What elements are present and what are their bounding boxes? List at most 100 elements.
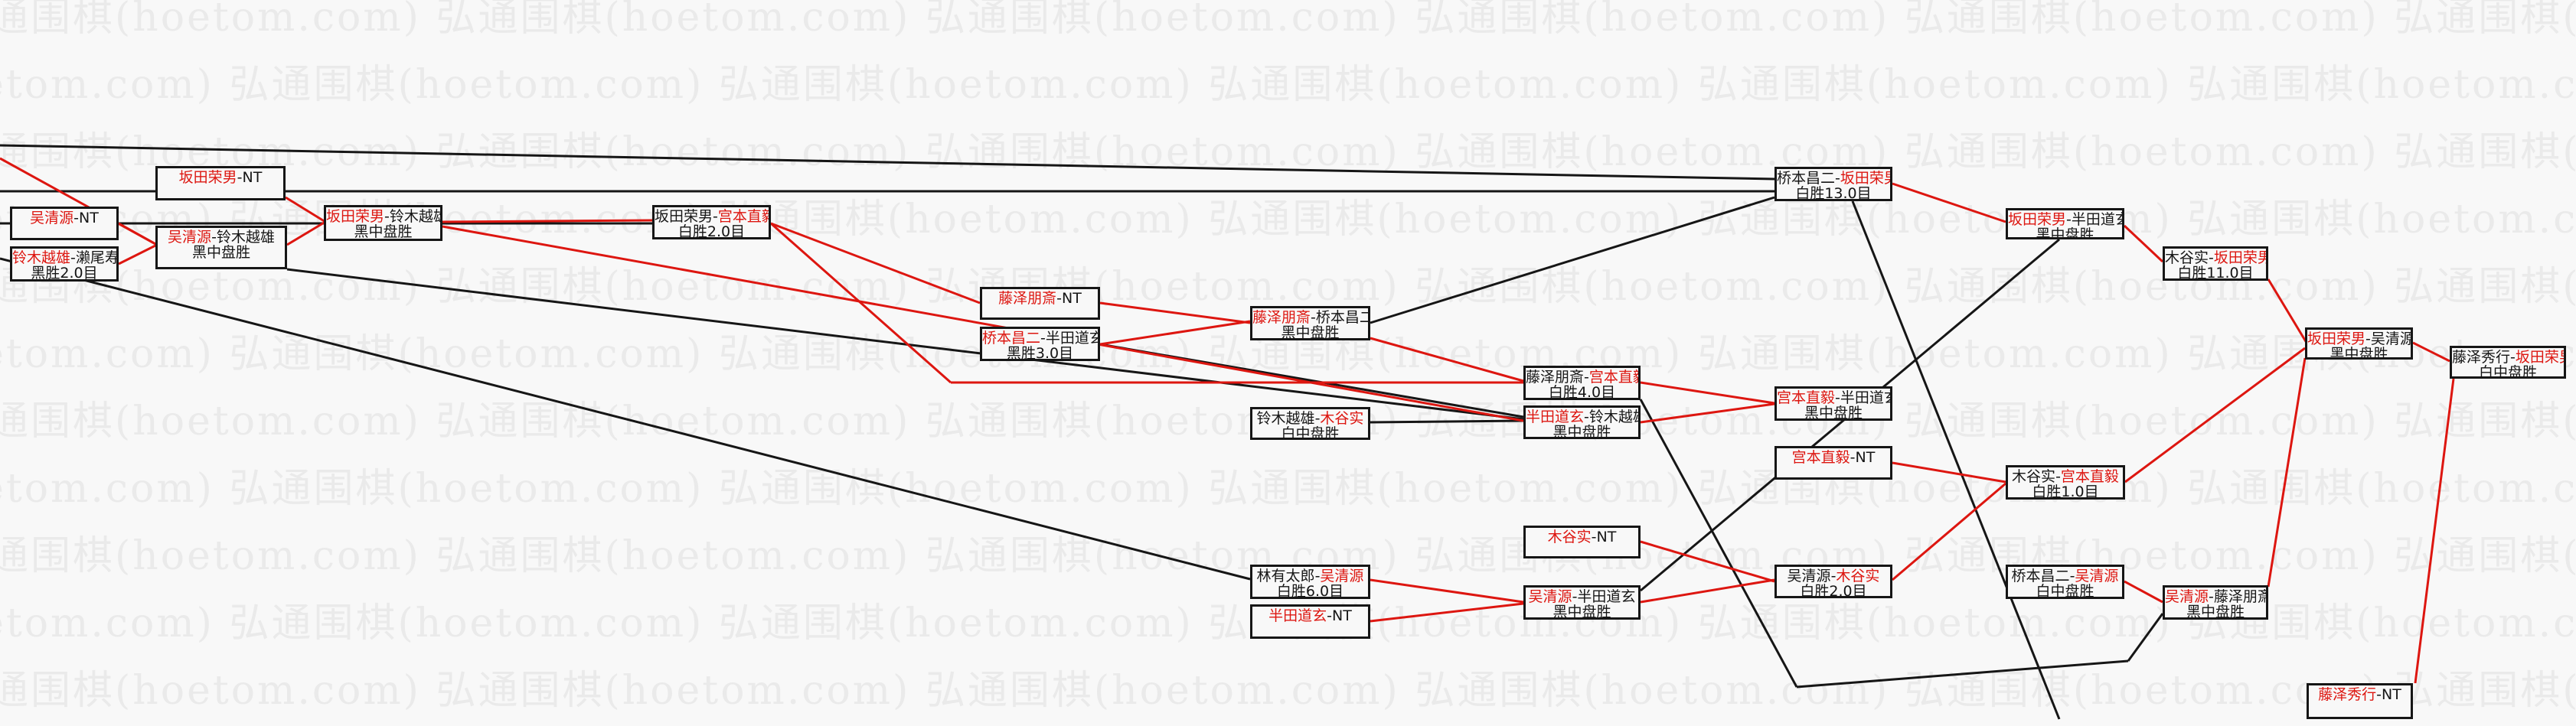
player-name: 藤泽朋斎	[1526, 369, 1585, 386]
match-players: 木谷实-宫本直毅	[2008, 469, 2123, 484]
winner-path-line	[1892, 182, 2006, 223]
match-result: 白胜2.0目	[677, 223, 746, 239]
winner-path-line	[285, 196, 326, 223]
match-players: 藤泽秀行-NT	[2309, 687, 2411, 702]
player-name: 吴清源	[2075, 568, 2119, 584]
match-players: 半田道玄-NT	[1252, 608, 1368, 623]
player-name: 藤泽秀行	[2452, 349, 2511, 366]
watermark-text: 弘通围棋(hoetom.com) 弘通围棋(hoetom.com) 弘通围棋(h…	[0, 466, 2576, 512]
match-result: 黑中盘胜	[1804, 405, 1863, 421]
player-name: 宫本直毅	[1777, 389, 1836, 406]
player-separator: -	[2066, 211, 2072, 228]
player-separator: -	[2209, 588, 2214, 605]
match-players: 坂田荣男-吴清源	[2307, 331, 2411, 347]
winner-path-line	[2414, 378, 2455, 684]
winner-path-line	[1892, 461, 2006, 483]
player-separator: -	[1572, 588, 1578, 605]
player-separator: -	[1314, 410, 1321, 427]
player-name: 木谷实	[1547, 529, 1592, 545]
player-name: 坂田荣男	[1840, 170, 1890, 187]
bracket-line	[1851, 200, 2061, 720]
match-box-hashimoto-sakata: 桥本昌二-坂田荣男白胜13.0目	[1774, 167, 1892, 201]
player-name: 坂田荣男	[655, 208, 713, 225]
winner-path-line	[2267, 278, 2308, 343]
winner-path-line	[1099, 301, 1251, 324]
player-name: 木谷实	[2165, 249, 2209, 266]
player-name: 吴清源	[30, 210, 74, 226]
watermark-text: 弘通围棋(hoetom.com) 弘通围棋(hoetom.com) 弘通围棋(h…	[0, 129, 2576, 175]
player-separator: -	[2069, 568, 2075, 584]
player-name: NT	[1855, 449, 1876, 466]
bracket-line	[286, 268, 1524, 421]
match-players: 藤泽朋斎-宫本直毅	[1526, 370, 1638, 385]
player-separator: -	[2365, 330, 2371, 347]
match-players: 木谷实-坂田荣男	[2165, 250, 2266, 265]
winner-path-line	[442, 225, 1524, 422]
player-name: 木谷实	[1836, 568, 1880, 584]
match-result: 白胜11.0目	[2177, 265, 2254, 281]
match-players: 木谷实-NT	[1526, 529, 1638, 545]
player-separator: -	[1311, 309, 1316, 326]
winner-path-line	[1370, 337, 1524, 383]
match-players: 桥本昌二-坂田荣男	[1777, 171, 1890, 186]
player-name: 坂田荣男	[2307, 330, 2366, 347]
winner-path-line	[770, 222, 952, 384]
match-players: 桥本昌二-吴清源	[2008, 568, 2122, 584]
player-name: 半田道玄	[1526, 409, 1585, 425]
player-name: 林有太郎	[1256, 568, 1315, 584]
match-players: 林有太郎-吴清源	[1252, 568, 1368, 584]
player-name: 藤泽秀行	[2318, 686, 2377, 703]
player-name: 宫本直毅	[1588, 369, 1638, 386]
player-name: 半田道玄	[1577, 588, 1636, 605]
bracket-line	[2127, 613, 2164, 662]
match-box-kitani-sakata: 木谷实-坂田荣男 白胜11.0目	[2163, 246, 2268, 281]
player-name: 半田道玄	[1268, 607, 1327, 624]
player-name: 坂田荣男	[178, 169, 237, 186]
match-box-sakata-suzuki: 坂田荣男-铃木越雄 黑中盘胜	[324, 205, 442, 241]
match-box-wu-fujisawah: 吴清源-藤泽朋斎 黑中盘胜	[2163, 585, 2268, 620]
winner-path-line	[442, 219, 653, 223]
player-separator: -	[1830, 568, 1837, 584]
match-players: 吴清源-半田道玄	[1526, 589, 1638, 604]
player-name: 桥本昌二	[1315, 309, 1370, 326]
match-box-kitani-nt: 木谷实-NT	[1523, 526, 1641, 558]
player-separator: -	[384, 208, 390, 225]
match-result: 黑胜3.0目	[1006, 345, 1074, 361]
match-box-miyamoto-nt: 宫本直毅-NT	[1774, 446, 1892, 480]
match-result: 白中盘胜	[2478, 364, 2537, 379]
player-name: 吴清源	[2370, 330, 2413, 347]
match-box-handa-nt: 半田道玄-NT	[1250, 604, 1370, 639]
winner-path-line	[118, 243, 158, 265]
match-players: 藤泽朋斎-桥本昌二	[1252, 310, 1368, 325]
player-name: 吴清源	[2165, 588, 2209, 605]
match-players: 吴清源-藤泽朋斎	[2165, 589, 2266, 604]
winner-path-line	[1370, 578, 1524, 604]
player-name: 吴清源	[1787, 568, 1831, 584]
match-box-wu-nt: 吴清源-NT	[10, 207, 119, 240]
match-players: 吴清源-铃木越雄	[158, 230, 285, 245]
bracket-line	[0, 257, 1251, 581]
player-name: 铃木越雄	[216, 229, 275, 246]
player-separator: -	[1591, 529, 1597, 545]
match-box-hayashi-wu: 林有太郎-吴清源 白胜6.0目	[1250, 565, 1370, 599]
match-players: 吴清源-木谷实	[1777, 568, 1890, 584]
winner-path-line	[1892, 482, 2006, 581]
match-players: 铃木越雄-濑尾寿	[12, 250, 116, 265]
match-box-sakata-nt: 坂田荣男-NT	[155, 166, 286, 200]
player-separator: -	[1850, 449, 1856, 466]
player-name: 宫本直毅	[1791, 449, 1850, 466]
player-name: NT	[1332, 607, 1352, 624]
match-players: 坂田荣男-NT	[158, 170, 283, 185]
match-box-fujisawah-hashimoto: 藤泽朋斎-桥本昌二 黑中盘胜	[1250, 306, 1370, 340]
bracket-line	[1370, 196, 1775, 324]
player-separator: -	[1584, 369, 1589, 386]
player-name: 半田道玄	[1840, 389, 1890, 406]
match-players: 坂田荣男-半田道玄	[2008, 212, 2122, 227]
player-separator: -	[1584, 409, 1589, 425]
player-separator: -	[1314, 568, 1321, 584]
winner-path-line	[2124, 347, 2306, 483]
winner-path-line	[1640, 381, 1775, 405]
